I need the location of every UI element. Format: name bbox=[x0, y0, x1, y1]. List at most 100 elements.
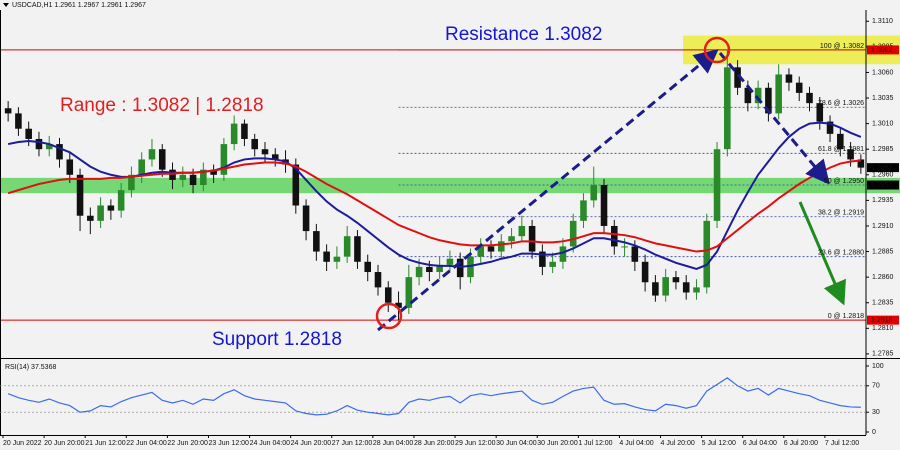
price-tag-label: 1.3082 bbox=[871, 47, 893, 54]
x-tick-label: 22 Jun 04:00 bbox=[126, 440, 167, 447]
candle-body bbox=[189, 174, 197, 186]
x-tick-label: 20 Jun 20:00 bbox=[44, 440, 85, 447]
candle-body bbox=[35, 138, 43, 150]
candle-body bbox=[569, 220, 577, 247]
resistance-label: Resistance 1.3082 bbox=[445, 24, 602, 45]
zone bbox=[0, 177, 900, 194]
rsi-tick-label: 0 bbox=[872, 429, 876, 436]
candle-body bbox=[847, 149, 854, 160]
x-tick-label: 30 Jun 20:00 bbox=[537, 440, 578, 447]
candle-body bbox=[210, 169, 217, 175]
x-tick-label: 28 Jun 04:00 bbox=[373, 440, 414, 447]
candle-body bbox=[826, 121, 834, 134]
candle-body bbox=[117, 190, 125, 211]
candle-body bbox=[467, 256, 474, 278]
header: USDCAD,H1 1.2961 1.2967 1.2961 1.2967 bbox=[12, 2, 146, 9]
candle-body bbox=[580, 200, 587, 221]
y-tick-label: 1.2885 bbox=[872, 248, 894, 255]
x-tick-label: 21 Jun 12:00 bbox=[85, 440, 126, 447]
candle-body bbox=[806, 92, 813, 104]
price-tag bbox=[867, 163, 899, 173]
y-tick-label: 1.2835 bbox=[872, 300, 894, 307]
candle-body bbox=[76, 174, 84, 216]
x-tick-label: 24 Jun 20:00 bbox=[291, 440, 332, 447]
x-tick-label: 6 Jul 04:00 bbox=[743, 440, 777, 447]
candle-body bbox=[45, 144, 53, 150]
candle-body bbox=[179, 174, 187, 180]
candle-body bbox=[415, 266, 423, 278]
candle-body bbox=[405, 277, 413, 308]
candle-body bbox=[4, 108, 12, 114]
candle-body bbox=[744, 87, 752, 104]
candle-body bbox=[724, 67, 731, 150]
candle-body bbox=[302, 205, 310, 232]
candle-body bbox=[56, 144, 63, 160]
candle-body bbox=[128, 174, 135, 191]
x-tick-label: 7 Jul 12:00 bbox=[825, 440, 859, 447]
fib-label: 61.8 @ 1.2981 bbox=[818, 146, 864, 153]
candle-body bbox=[734, 67, 741, 88]
fib-label: 50 @ 1.2950 bbox=[824, 178, 864, 185]
candle-body bbox=[343, 236, 351, 257]
candle-body bbox=[785, 74, 793, 83]
support-label: Support 1.2818 bbox=[212, 329, 342, 350]
y-tick-label: 1.3010 bbox=[872, 120, 894, 127]
candle-body bbox=[795, 82, 803, 93]
candle-body bbox=[837, 133, 844, 150]
fib-label: 100 @ 1.3082 bbox=[820, 43, 864, 50]
candle-body bbox=[528, 225, 536, 252]
candle-body bbox=[364, 261, 372, 273]
candle-body bbox=[559, 246, 567, 262]
candle-body bbox=[97, 205, 104, 221]
rsi-tick-label: 30 bbox=[872, 409, 880, 416]
candle-body bbox=[497, 241, 505, 252]
y-tick-label: 1.2935 bbox=[872, 197, 894, 204]
candle-body bbox=[436, 264, 443, 273]
candle-body bbox=[508, 236, 515, 242]
candle-body bbox=[518, 225, 526, 237]
y-tick-label: 1.2960 bbox=[872, 172, 894, 179]
top-circle bbox=[703, 36, 731, 64]
candle-body bbox=[87, 215, 94, 221]
candle-body bbox=[169, 169, 176, 180]
fib-label: 78.6 @ 1.3026 bbox=[818, 100, 864, 107]
price-tag-label: 1.2818 bbox=[871, 317, 893, 324]
candle-body bbox=[220, 144, 228, 175]
fib-label: 0 @ 1.2818 bbox=[828, 313, 864, 320]
rsi-tick-label: 70 bbox=[872, 383, 880, 390]
candle-body bbox=[631, 246, 639, 262]
x-tick-label: 5 Jul 12:00 bbox=[702, 440, 736, 447]
candle-body bbox=[323, 251, 330, 262]
price-tag bbox=[867, 45, 899, 55]
candle-body bbox=[384, 287, 392, 303]
x-tick-label: 22 Jun 20:00 bbox=[167, 440, 208, 447]
candle-body bbox=[241, 123, 248, 139]
candle-body bbox=[15, 113, 22, 129]
x-tick-label: 28 Jun 20:00 bbox=[414, 440, 455, 447]
candle-body bbox=[600, 185, 608, 226]
candle-body bbox=[158, 149, 166, 170]
rsi-line bbox=[7, 377, 861, 416]
candle-body bbox=[426, 266, 433, 273]
candle-body bbox=[713, 149, 721, 221]
candle-body bbox=[200, 169, 207, 186]
trend-arrow-up bbox=[377, 49, 719, 332]
candle-body bbox=[621, 246, 628, 248]
x-tick-label: 30 Jun 04:00 bbox=[496, 440, 537, 447]
candle-body bbox=[66, 159, 74, 175]
x-tick-label: 4 Jul 20:00 bbox=[661, 440, 695, 447]
candle-body bbox=[590, 185, 598, 201]
y-tick-label: 1.3035 bbox=[872, 95, 894, 102]
candle-body bbox=[816, 103, 824, 122]
candle-body bbox=[539, 251, 546, 267]
y-tick-label: 1.2785 bbox=[872, 351, 894, 358]
candle-body bbox=[652, 282, 659, 296]
moving-average bbox=[7, 159, 861, 253]
x-tick-label: 1 Jul 12:00 bbox=[578, 440, 612, 447]
candle-body bbox=[313, 231, 320, 252]
price-tag bbox=[867, 315, 899, 325]
candle-body bbox=[354, 236, 361, 262]
fib-label: 23.6 @ 1.2880 bbox=[818, 250, 864, 257]
